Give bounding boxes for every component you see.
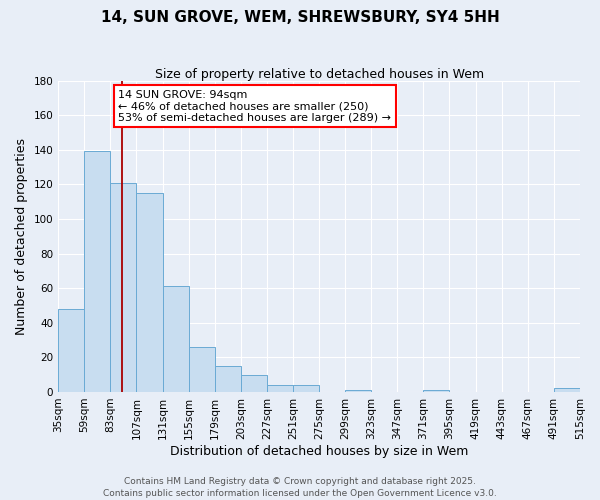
- Bar: [554, 388, 580, 392]
- Y-axis label: Number of detached properties: Number of detached properties: [15, 138, 28, 334]
- Bar: [58, 309, 84, 392]
- Bar: [84, 152, 110, 392]
- X-axis label: Distribution of detached houses by size in Wem: Distribution of detached houses by size …: [170, 444, 469, 458]
- Bar: [241, 374, 267, 392]
- Bar: [267, 385, 293, 392]
- Text: Contains HM Land Registry data © Crown copyright and database right 2025.
Contai: Contains HM Land Registry data © Crown c…: [103, 476, 497, 498]
- Bar: [424, 390, 449, 392]
- Bar: [215, 366, 241, 392]
- Text: 14, SUN GROVE, WEM, SHREWSBURY, SY4 5HH: 14, SUN GROVE, WEM, SHREWSBURY, SY4 5HH: [101, 10, 499, 25]
- Text: 14 SUN GROVE: 94sqm
← 46% of detached houses are smaller (250)
53% of semi-detac: 14 SUN GROVE: 94sqm ← 46% of detached ho…: [118, 90, 391, 123]
- Bar: [136, 193, 163, 392]
- Bar: [110, 182, 136, 392]
- Title: Size of property relative to detached houses in Wem: Size of property relative to detached ho…: [155, 68, 484, 80]
- Bar: [188, 347, 215, 392]
- Bar: [163, 286, 188, 392]
- Bar: [293, 385, 319, 392]
- Bar: [345, 390, 371, 392]
